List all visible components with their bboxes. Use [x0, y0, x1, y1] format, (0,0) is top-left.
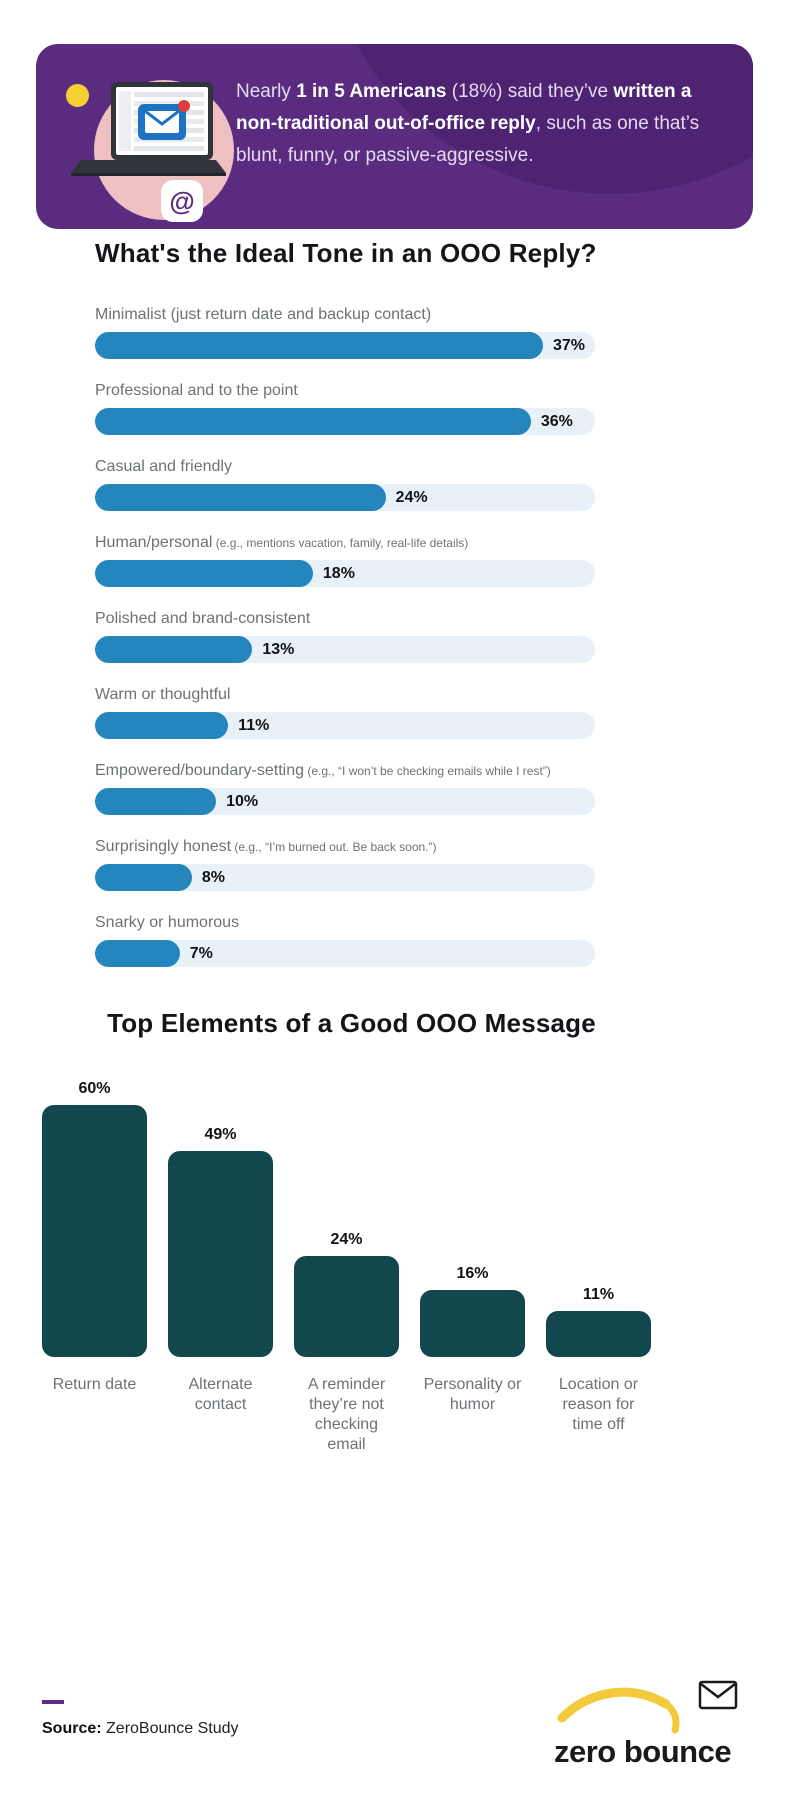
elements-category-label: Personality or humor [423, 1376, 522, 1413]
banner-headline: Nearly 1 in 5 Americans (18%) said they’… [236, 81, 700, 166]
elements-bar [420, 1289, 525, 1357]
tone-category-label: Human/personal (e.g., mentions vacation,… [95, 534, 469, 551]
tone-bar [95, 864, 192, 891]
tone-category-label: Polished and brand-consistent [95, 610, 311, 627]
tone-bar [95, 484, 386, 511]
tone-bar-value: 11% [238, 717, 270, 734]
tone-category-label: Surprisingly honest (e.g., “I’m burned o… [95, 838, 437, 855]
tone-row: Warm or thoughtful 11% [95, 685, 595, 739]
elements-bar-value: 16% [456, 1264, 489, 1282]
elements-bar-value: 49% [204, 1126, 237, 1144]
tone-category-label: Casual and friendly [95, 458, 232, 475]
tone-row: Snarky or humorous 7% [95, 913, 595, 967]
elements-bar [294, 1256, 399, 1357]
logo-text: zero bounce [554, 1734, 731, 1769]
tone-bar-track: 11% [95, 712, 595, 739]
tone-bar-track: 10% [95, 788, 595, 815]
tone-row: Polished and brand-consistent 13% [95, 609, 595, 663]
elements-bar-value: 60% [78, 1080, 111, 1097]
tone-row: Human/personal (e.g., mentions vacation,… [95, 533, 595, 587]
elements-column: 24% [294, 1231, 399, 1357]
elements-bar-value: 24% [330, 1231, 363, 1249]
headline-banner: @ Nearly 1 in 5 Americans (18%) said the… [36, 44, 753, 229]
tone-bar-track: 36% [95, 408, 595, 435]
yellow-dot [66, 84, 89, 107]
source-text: ZeroBounce Study [101, 1720, 239, 1737]
tone-chart-rows: Minimalist (just return date and backup … [95, 305, 595, 967]
tone-bar [95, 712, 229, 739]
source-line: Source: ZeroBounce Study [42, 1720, 239, 1738]
tone-category-note: (e.g., mentions vacation, family, real-l… [212, 536, 469, 550]
tone-row: Casual and friendly 24% [95, 457, 595, 511]
tone-category-label: Minimalist (just return date and backup … [95, 306, 432, 323]
tone-bar-value: 24% [395, 489, 428, 506]
footer-divider [42, 1700, 64, 1704]
tone-bar [95, 560, 313, 587]
tone-bar-track: 7% [95, 940, 595, 967]
tone-bar-value: 13% [262, 641, 295, 658]
tone-row: Empowered/boundary-setting (e.g., “I won… [95, 761, 595, 815]
tone-bar [95, 940, 180, 967]
tone-bar-value: 36% [540, 413, 573, 430]
elements-category-label: Alternate contact [188, 1376, 253, 1413]
tone-bar [95, 788, 217, 815]
tone-row: Minimalist (just return date and backup … [95, 305, 595, 359]
elements-column: 49% [168, 1126, 273, 1357]
tone-bar-value: 10% [226, 793, 259, 810]
elements-chart-section: Top Elements of a Good OOO Message 60% 49… [42, 1008, 672, 1455]
tone-category-label: Empowered/boundary-setting (e.g., “I won… [95, 762, 551, 779]
tone-bar [95, 332, 543, 359]
tone-bar-value: 18% [322, 565, 355, 582]
elements-bar [42, 1105, 147, 1357]
elements-chart-labels: Return date Alternate contact A reminder t… [42, 1375, 672, 1455]
tone-category-note: (e.g., “I won’t be checking emails while… [304, 764, 551, 778]
zerobounce-logo: zero bounce [554, 1680, 738, 1769]
elements-category-label: A reminder they’re not checking email [307, 1376, 386, 1453]
source-label: Source: [42, 1720, 102, 1737]
tone-bar [95, 408, 531, 435]
tone-bar-track: 18% [95, 560, 595, 587]
tone-category-label: Warm or thoughtful [95, 686, 231, 703]
elements-column: 11% [546, 1286, 651, 1357]
elements-chart-columns: 60% 49% 24% 16% 11% [42, 1039, 672, 1357]
elements-category-label: Location or reason for time off [558, 1376, 639, 1433]
tone-row: Professional and to the point 36% [95, 381, 595, 435]
logo-swoosh [557, 1687, 671, 1723]
laptop-email-illustration: @ [71, 80, 234, 222]
tone-category-label: Professional and to the point [95, 382, 298, 399]
at-symbol: @ [169, 186, 194, 216]
tone-bar-track: 24% [95, 484, 595, 511]
elements-column: 60% [42, 1080, 147, 1357]
elements-bar [168, 1151, 273, 1357]
tone-category-label: Snarky or humorous [95, 914, 240, 931]
tone-bar-track: 8% [95, 864, 595, 891]
tone-bar-value: 8% [201, 869, 225, 886]
elements-column: 16% [420, 1265, 525, 1357]
tone-category-note: (e.g., “I’m burned out. Be back soon.”) [231, 840, 437, 854]
elements-category-label: Return date [52, 1376, 137, 1393]
elements-bar-value: 11% [582, 1285, 615, 1303]
tone-chart-title: What's the Ideal Tone in an OOO Reply? [95, 238, 597, 268]
logo-envelope-icon [698, 1680, 738, 1710]
tone-bar-value: 7% [189, 945, 213, 962]
tone-chart-section: What's the Ideal Tone in an OOO Reply? M… [95, 238, 597, 989]
tone-bar-value: 37% [552, 337, 585, 354]
tone-bar [95, 636, 253, 663]
tone-row: Surprisingly honest (e.g., “I’m burned o… [95, 837, 595, 891]
tone-bar-track: 13% [95, 636, 595, 663]
elements-bar [546, 1310, 651, 1357]
tone-bar-track: 37% [95, 332, 595, 359]
elements-chart-title: Top Elements of a Good OOO Message [107, 1008, 596, 1038]
